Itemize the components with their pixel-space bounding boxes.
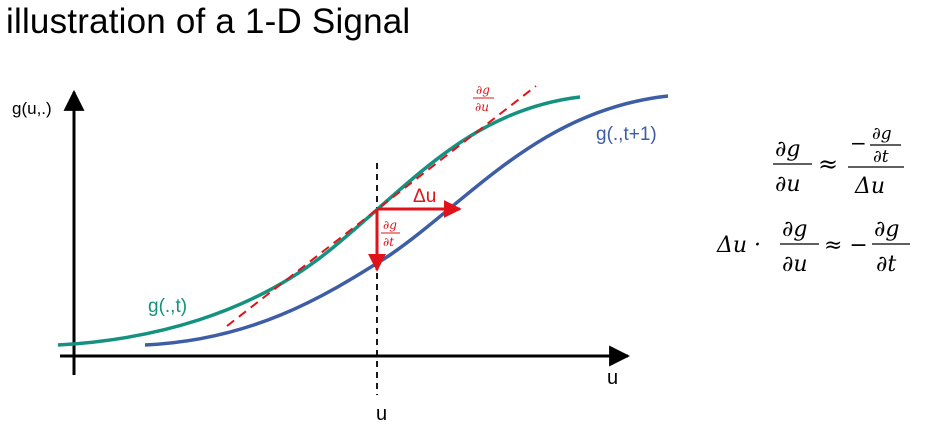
eq1-rhs-inner-denominator: ∂t bbox=[873, 147, 889, 167]
eq1-lhs-denominator: ∂u bbox=[775, 172, 801, 197]
eq1-rhs-minus: − bbox=[850, 131, 867, 155]
eq2-frac2-denominator: ∂t bbox=[876, 252, 896, 277]
curve-g-t bbox=[57, 95, 581, 347]
x-axis-label: u bbox=[607, 367, 618, 389]
eq2-approx-minus: ≈ − bbox=[824, 233, 868, 258]
u-marker-label: u bbox=[376, 403, 387, 425]
tangent-du-denom: ∂u bbox=[475, 100, 489, 114]
curve-g-t-label: g(.,t) bbox=[148, 296, 187, 317]
vertical-dt-denom: ∂t bbox=[383, 235, 394, 249]
eq1-approx: ≈ bbox=[818, 150, 838, 178]
delta-u-label: Δu bbox=[413, 186, 436, 207]
equation-2: Δu · ∂g ∂u ≈ − ∂g ∂t bbox=[716, 217, 910, 277]
eq2-frac1-numerator: ∂g bbox=[782, 217, 807, 242]
eq1-rhs-denominator: Δu bbox=[854, 174, 885, 199]
curve-g-t1-label: g(.,t+1) bbox=[596, 124, 657, 145]
eq1-rhs-inner-numerator: ∂g bbox=[872, 124, 892, 144]
curve-g-t1 bbox=[144, 94, 669, 347]
eq1-lhs-numerator: ∂g bbox=[775, 137, 800, 162]
time-derivative-annotation: ∂g ∂t bbox=[381, 218, 400, 249]
tangent-dg-numer: ∂g bbox=[476, 83, 490, 97]
slide-title: illustration of a 1-D Signal bbox=[6, 2, 411, 41]
equation-1: ∂g ∂u ≈ − ∂g ∂t Δu bbox=[773, 124, 904, 199]
y-axis-label: g(u,.) bbox=[12, 99, 52, 118]
eq2-frac2-numerator: ∂g bbox=[874, 217, 899, 242]
tangent-slope-annotation: ∂g ∂u bbox=[473, 83, 494, 114]
vertical-dg-numer: ∂g bbox=[383, 218, 397, 232]
eq2-frac1-denominator: ∂u bbox=[782, 252, 808, 277]
eq2-lead: Δu · bbox=[716, 233, 761, 258]
tangent-line bbox=[226, 85, 537, 327]
